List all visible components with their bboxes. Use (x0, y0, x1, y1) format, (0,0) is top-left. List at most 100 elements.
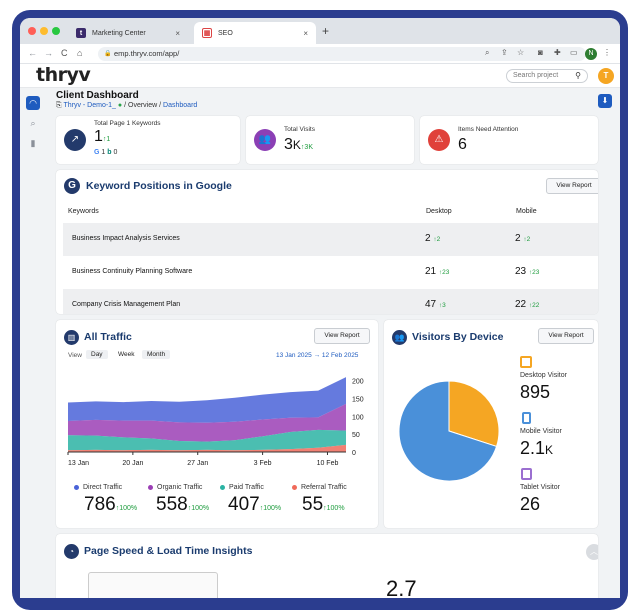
search-icon[interactable]: ⚲ (575, 71, 581, 80)
google-icon: G (94, 149, 100, 156)
close-window-dot[interactable] (28, 27, 36, 35)
breadcrumb-overview-link[interactable]: Overview (128, 102, 158, 109)
pie-slice-mobile-visitor[interactable] (398, 380, 498, 482)
device-value: 2.1K (520, 438, 553, 459)
view-report-button[interactable]: View Report (538, 328, 594, 344)
breadcrumb-separator: / (159, 102, 162, 109)
arrow-right-icon: → (313, 352, 321, 359)
trending-up-icon: ↗ (64, 129, 86, 151)
seo-favicon-icon: ▦ (202, 28, 212, 38)
tab-marketing-center[interactable]: t Marketing Center × (68, 22, 188, 44)
area-series-direct-traffic (68, 377, 346, 423)
legend-label: Referral Traffic (292, 484, 347, 491)
close-tab-icon[interactable]: × (303, 28, 308, 38)
date-from: 13 Jan 2025 (276, 352, 312, 359)
bookmark-star-icon[interactable]: ☆ (517, 48, 525, 57)
users-icon: 👥 (392, 330, 407, 345)
y-tick-label: 200 (352, 379, 364, 386)
page-speed-card: ◔ Page Speed & Load Time Insights ︿ 2.7 (56, 534, 598, 598)
search-analytics-icon[interactable]: ⌕ (30, 118, 36, 128)
collapse-icon[interactable]: ︿ (586, 544, 598, 560)
rank-delta-value: 2 (436, 236, 441, 243)
legend-dot (148, 484, 153, 490)
x-tick-label: 10 Feb (317, 460, 339, 467)
legend-delta: ↑100% (187, 505, 210, 512)
device-label: Desktop Visitor (520, 372, 567, 379)
x-tick-label: 27 Jan (187, 460, 208, 467)
legend-dot (292, 484, 297, 490)
kpi-card-attention: ⚠ Items Need Attention 6 (420, 116, 598, 164)
legend-number: 407 (228, 494, 260, 515)
bing-icon: b (107, 149, 112, 156)
keyword-cell: Company Crisis Management Plan (72, 301, 181, 308)
mobile-icon (522, 412, 531, 424)
pie-slice-desktop-visitor[interactable] (448, 380, 500, 448)
table-row[interactable]: Company Crisis Management Plan 47 ↑3 22 … (63, 289, 598, 314)
download-button[interactable]: ⬇ (598, 94, 612, 108)
rank-delta-value: 23 (442, 269, 450, 276)
minimize-window-dot[interactable] (40, 27, 48, 35)
camera-icon[interactable]: ◙ (538, 48, 543, 57)
view-day-toggle[interactable]: Day (86, 350, 108, 359)
y-tick-label: 150 (352, 397, 364, 404)
dashboard-icon[interactable]: ◠ (26, 96, 40, 110)
kpi-label: Total Visits (284, 126, 315, 133)
thryv-logo[interactable]: thryv (36, 64, 91, 86)
view-week-toggle[interactable]: Week (118, 351, 135, 358)
device-label: Mobile Visitor (520, 428, 562, 435)
reports-bars-icon[interactable]: ▮ (30, 138, 36, 148)
app-sidebar: ◠ ⌕ ▮ (20, 88, 46, 598)
browser-menu-icon[interactable]: ⋮ (603, 48, 611, 57)
breadcrumb: ⎘ Thryv - Demo-1_ ● / Overview / Dashboa… (56, 102, 197, 110)
legend-name: Organic Traffic (157, 484, 203, 491)
y-tick-label: 0 (352, 450, 356, 457)
device-label: Tablet Visitor (520, 484, 560, 491)
search-project-input[interactable]: Search project ⚲ (506, 69, 588, 83)
kpi-number: 1 (94, 128, 103, 145)
x-tick-label: 3 Feb (254, 460, 272, 467)
rank-delta-value: 3 (442, 302, 446, 309)
rank: 47 (425, 299, 437, 310)
maximize-window-dot[interactable] (52, 27, 60, 35)
extensions-icon[interactable]: ✚ (554, 48, 561, 57)
sidebar-toggle-icon[interactable]: ▭ (570, 48, 578, 57)
section-title: Page Speed & Load Time Insights (84, 545, 253, 557)
new-tab-button[interactable]: + (322, 24, 330, 38)
app-header: thryv Search project ⚲ T (20, 64, 620, 88)
kpi-value: 3K↑3K (284, 136, 313, 154)
legend-number: 786 (84, 494, 116, 515)
breadcrumb-current: Dashboard (163, 102, 198, 109)
forward-icon[interactable]: → (44, 48, 53, 58)
reload-icon[interactable]: C (61, 48, 68, 58)
legend-delta-value: 100% (119, 505, 138, 512)
share-icon[interactable]: ⇪ (501, 48, 508, 57)
table-row[interactable]: Business Impact Analysis Services 2 ↑2 2… (63, 223, 598, 256)
tablet-icon (521, 468, 532, 480)
legend-dot (74, 484, 79, 490)
rank-delta-value: 2 (526, 236, 531, 243)
google-count: 1 (101, 149, 106, 156)
table-row[interactable]: Business Continuity Planning Software 21… (63, 256, 598, 289)
view-report-button[interactable]: View Report (314, 328, 370, 344)
device-pie-chart (398, 380, 500, 482)
legend-value: 55↑100% (302, 494, 345, 516)
legend-delta: ↑100% (115, 505, 138, 512)
rank-delta: ↑2 (433, 236, 441, 243)
url-field[interactable]: 🔒 emp.thryv.com/app/ (98, 47, 586, 61)
tab-label: SEO (218, 29, 233, 37)
zoom-icon[interactable]: ⌕ (485, 48, 490, 57)
home-icon[interactable]: ⌂ (77, 48, 83, 58)
view-report-button[interactable]: View Report (546, 178, 598, 194)
breadcrumb-project-link[interactable]: Thryv - Demo-1_ (63, 102, 116, 109)
rank-delta: ↑2 (523, 236, 531, 243)
view-month-toggle[interactable]: Month (142, 350, 171, 359)
back-icon[interactable]: ← (28, 48, 37, 58)
tab-seo[interactable]: ▦ SEO × (194, 22, 316, 44)
rank-delta: ↑23 (528, 269, 540, 276)
close-tab-icon[interactable]: × (175, 28, 180, 38)
date-range[interactable]: 13 Jan 2025 → 12 Feb 2025 (276, 352, 358, 359)
user-avatar[interactable]: T (598, 68, 614, 84)
browser-profile-avatar[interactable]: N (585, 48, 597, 60)
kpi-delta: ↑3K (300, 144, 313, 151)
rank: 2 (515, 233, 521, 244)
